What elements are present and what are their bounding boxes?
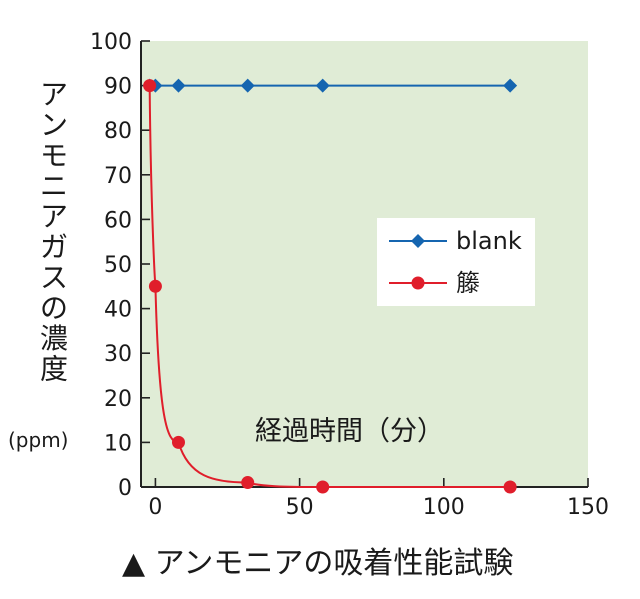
y-axis-unit: (ppm) [8,428,68,452]
data-point [171,435,185,449]
y-tick-label: 80 [104,119,132,144]
y-tick-label: 30 [104,342,132,367]
series-layer [142,78,518,494]
figure-caption: ▲ アンモニアの吸着性能試験 [122,546,514,581]
legend-marker [411,234,425,248]
data-point [316,480,330,494]
y-tick-label: 90 [104,75,132,100]
series-line [148,85,511,489]
x-axis-title: 経過時間（分） [255,416,444,447]
data-point [241,476,255,490]
data-point [143,79,157,93]
y-label-char: 濃 [40,322,68,355]
y-label-char: ア [40,78,68,111]
data-point [240,78,255,93]
y-tick-label: 60 [104,208,132,233]
y-label-char: ニ [40,170,68,203]
x-tick-label: 50 [286,495,314,520]
data-point [503,480,517,494]
legend: blank 籐 [377,218,535,306]
legend-label: blank [456,227,522,255]
legend-label: 籐 [456,269,480,297]
y-tick-label: 20 [104,387,132,412]
data-point [171,78,186,93]
data-point [503,78,518,93]
series-2 [143,79,517,494]
axis-ticks: 0 10 20 30 40 50 60 70 80 90 100 0 50 100 150 [90,30,609,520]
y-label-char: モ [40,139,68,172]
x-tick-label: 100 [423,495,465,520]
y-tick-label: 0 [118,476,132,501]
y-label-char: ア [40,200,68,233]
y-tick-label: 40 [104,298,132,323]
x-tick-label: 0 [148,495,162,520]
y-tick-label: 100 [90,30,132,55]
y-label-char: ス [40,261,68,294]
y-label-char: 度 [40,353,68,386]
y-tick-label: 70 [104,164,132,189]
y-label-char: の [40,292,68,325]
data-point [148,279,162,293]
data-point [315,78,330,93]
y-label-char: ン [40,109,68,142]
y-label-char: ガ [40,231,68,264]
legend-box [377,218,535,306]
x-tick-label: 150 [567,495,609,520]
y-tick-label: 50 [104,253,132,278]
legend-marker [411,276,425,290]
y-tick-label: 10 [104,431,132,456]
